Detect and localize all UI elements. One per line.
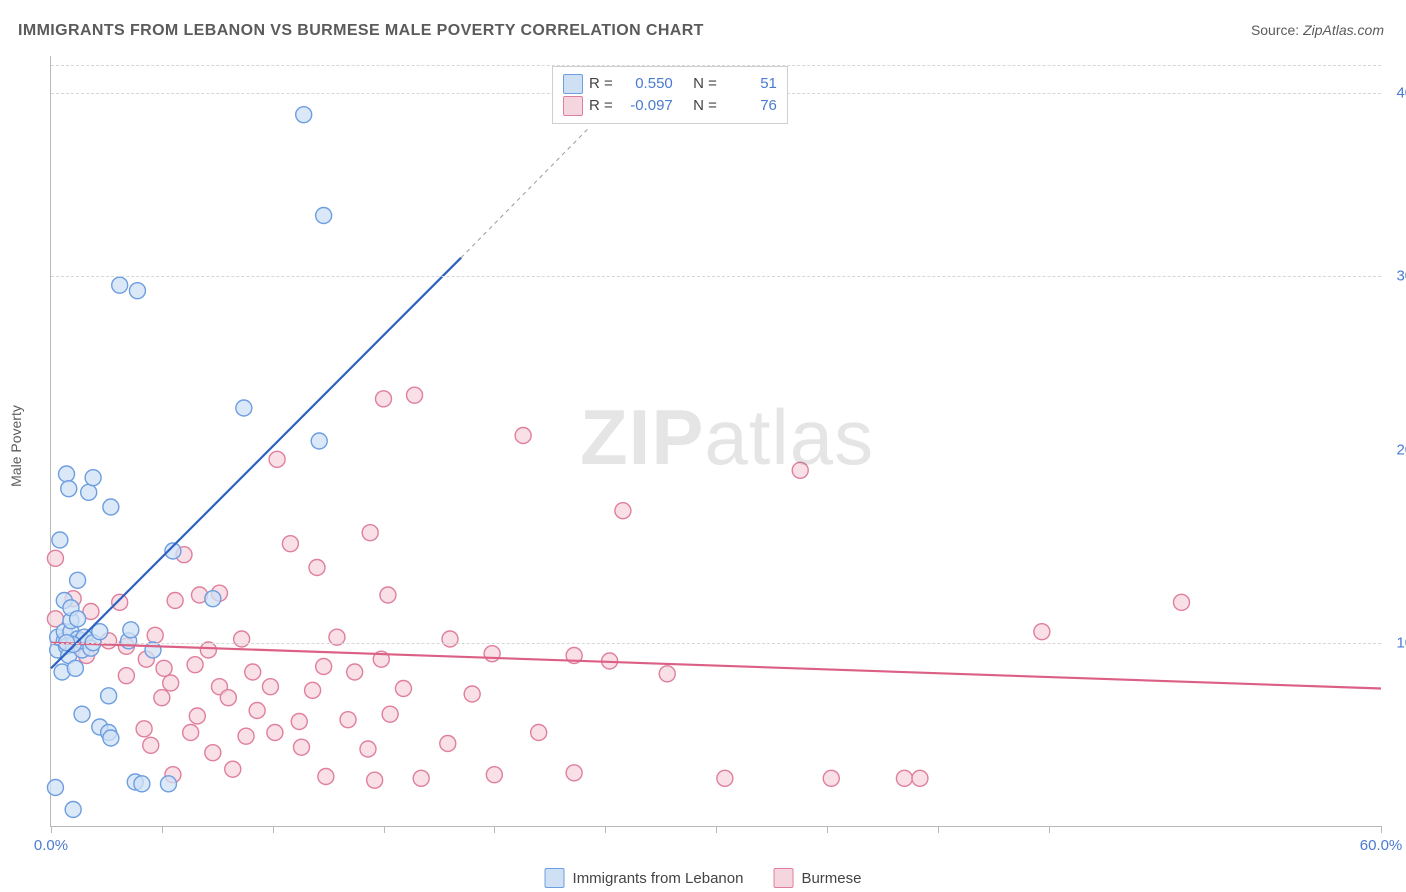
source-label: Source: xyxy=(1251,22,1299,38)
xtick xyxy=(1381,826,1382,833)
swatch-lebanon xyxy=(563,74,583,94)
gridline xyxy=(51,643,1381,644)
chart-title: IMMIGRANTS FROM LEBANON VS BURMESE MALE … xyxy=(18,22,704,40)
n-value-burmese: 76 xyxy=(723,95,777,117)
plot-area: 10.0%30.0%40.0%20.0%0.0%60.0% xyxy=(50,56,1381,827)
legend-item-lebanon: Immigrants from Lebanon xyxy=(545,868,744,888)
ytick-label: 20.0% xyxy=(1389,442,1406,459)
xtick xyxy=(273,826,274,833)
y-axis-label: Male Poverty xyxy=(8,405,24,487)
source-value: ZipAtlas.com xyxy=(1303,22,1384,38)
swatch-burmese-b xyxy=(773,868,793,888)
legend-item-burmese: Burmese xyxy=(773,868,861,888)
r-label: R = xyxy=(589,95,613,117)
ytick-label: 40.0% xyxy=(1389,84,1406,101)
n-value-lebanon: 51 xyxy=(723,73,777,95)
legend-label-burmese: Burmese xyxy=(801,870,861,887)
legend-row-burmese: R = -0.097 N = 76 xyxy=(563,95,777,117)
xtick xyxy=(1049,826,1050,833)
legend-correlation: R = 0.550 N = 51 R = -0.097 N = 76 xyxy=(552,66,788,124)
n-label: N = xyxy=(693,73,717,95)
xtick xyxy=(51,826,52,833)
swatch-lebanon-b xyxy=(545,868,565,888)
ytick-label: 30.0% xyxy=(1389,268,1406,285)
legend-row-lebanon: R = 0.550 N = 51 xyxy=(563,73,777,95)
legend-series: Immigrants from Lebanon Burmese xyxy=(545,868,862,888)
n-label: N = xyxy=(693,95,717,117)
xtick xyxy=(827,826,828,833)
swatch-burmese xyxy=(563,96,583,116)
r-value-burmese: -0.097 xyxy=(619,95,673,117)
ytick-label: 10.0% xyxy=(1389,634,1406,651)
xtick-label: 60.0% xyxy=(1360,837,1403,854)
xtick xyxy=(716,826,717,833)
r-value-lebanon: 0.550 xyxy=(619,73,673,95)
xtick xyxy=(605,826,606,833)
xtick xyxy=(162,826,163,833)
chart-svg xyxy=(51,56,1381,826)
legend-label-lebanon: Immigrants from Lebanon xyxy=(573,870,744,887)
xtick xyxy=(384,826,385,833)
xtick xyxy=(938,826,939,833)
xtick xyxy=(494,826,495,833)
gridline xyxy=(51,276,1381,277)
r-label: R = xyxy=(589,73,613,95)
xtick-label: 0.0% xyxy=(34,837,68,854)
source-attribution: Source: ZipAtlas.com xyxy=(1251,22,1384,38)
